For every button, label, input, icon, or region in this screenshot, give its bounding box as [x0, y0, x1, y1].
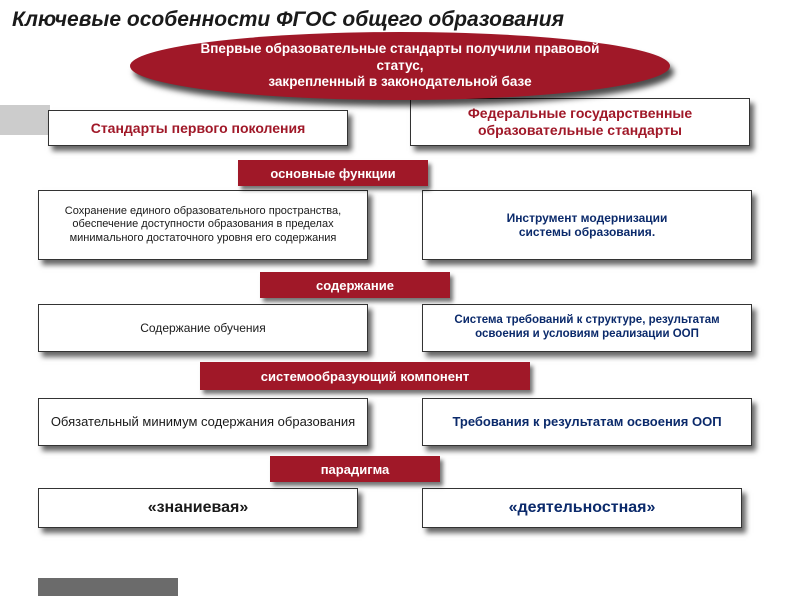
section-label-3: парадигма: [270, 456, 440, 482]
right-card-3: «деятельностная»: [422, 488, 742, 528]
right-card-2: Требования к результатам освоения ООП: [422, 398, 752, 446]
generation-row: Стандарты первого поколения Федеральные …: [0, 98, 800, 156]
right-card-1: Система требований к структуре, результа…: [422, 304, 752, 352]
first-generation-box: Стандарты первого поколения: [48, 110, 348, 146]
right-card-0: Инструмент модернизациисистемы образован…: [422, 190, 752, 260]
grey-strip-bottom: [38, 578, 178, 596]
left-card-2: Обязательный минимум содержания образова…: [38, 398, 368, 446]
section-label-1: содержание: [260, 272, 450, 298]
header-oval: Впервые образовательные стандарты получи…: [130, 32, 670, 100]
section-label-0: основные функции: [238, 160, 428, 186]
left-card-0: Сохранение единого образовательного прос…: [38, 190, 368, 260]
left-card-3: «знаниевая»: [38, 488, 358, 528]
section-label-2: системообразующий компонент: [200, 362, 530, 390]
page-title: Ключевые особенности ФГОС общего образов…: [0, 0, 800, 36]
fgos-box: Федеральные государственные образователь…: [410, 98, 750, 146]
left-card-1: Содержание обучения: [38, 304, 368, 352]
